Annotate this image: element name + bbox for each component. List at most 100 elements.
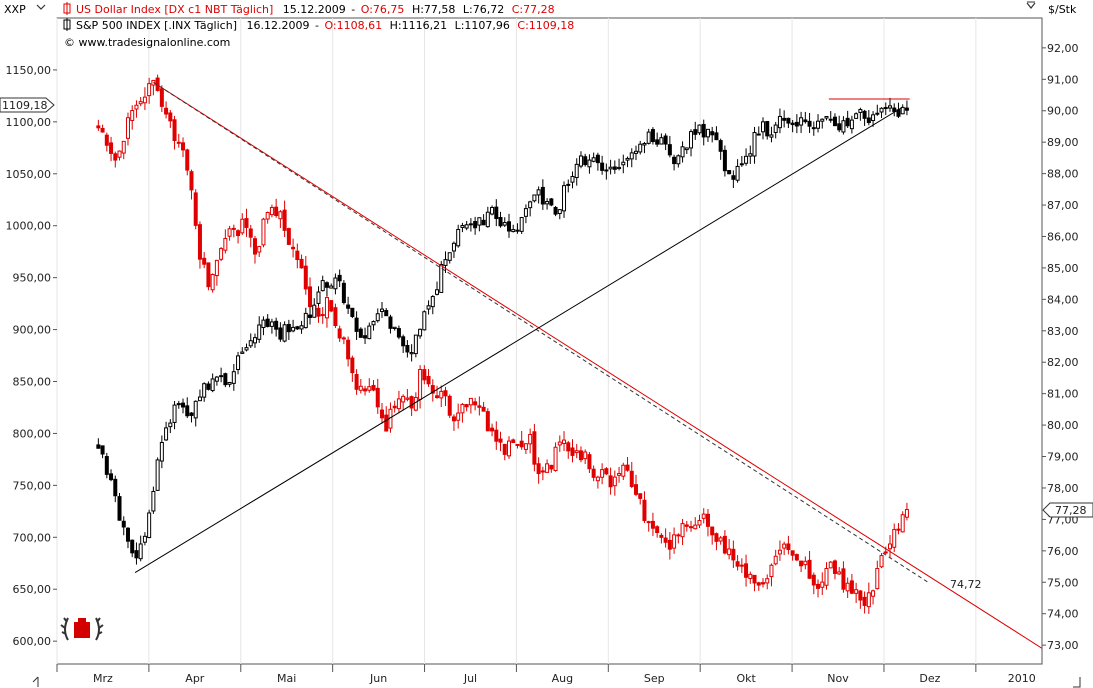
chevron-down-icon[interactable] [1026, 2, 1036, 9]
candle-body [333, 277, 338, 290]
symbol-dropdown-chevron-icon[interactable] [36, 4, 46, 10]
candle-body [303, 312, 308, 329]
candle-body [430, 296, 435, 308]
candle [142, 87, 147, 111]
candle-body [240, 218, 245, 234]
candle-body [646, 131, 651, 144]
candle [748, 145, 753, 164]
candle-body [557, 441, 562, 446]
candle [358, 327, 363, 338]
candle-body [862, 596, 867, 606]
candle [866, 110, 871, 126]
candle [134, 100, 139, 118]
candle-body [358, 385, 363, 391]
candle [460, 222, 465, 233]
candle-body [451, 242, 456, 252]
candle [206, 262, 211, 291]
symbol-label: XXP [4, 3, 26, 16]
scroll-left-arrow-icon[interactable] [32, 676, 39, 687]
candle [269, 318, 274, 334]
candle-body [405, 397, 410, 400]
candle-body [828, 118, 833, 121]
candle [731, 540, 736, 568]
candle [756, 581, 761, 591]
right-tick-label: 82,00 [1047, 356, 1079, 369]
candle-body [638, 493, 643, 499]
candle [371, 320, 376, 331]
candle-body [883, 551, 888, 554]
candle-body [714, 132, 719, 141]
legend-spx-close: C:1109,18 [517, 19, 574, 32]
usd-candle-series [96, 74, 909, 614]
candle-body [693, 524, 698, 530]
candle [189, 412, 194, 423]
candle [583, 449, 588, 465]
candle-body [553, 206, 558, 215]
candle-body [100, 128, 105, 133]
spx-last-value: 1109,18 [2, 99, 48, 112]
candle [722, 530, 727, 555]
candle-body [515, 443, 520, 446]
candle-body [511, 439, 516, 444]
right-tick-label: 81,00 [1047, 388, 1079, 401]
candle [498, 211, 503, 228]
candle-body [401, 336, 406, 347]
month-label: Mrz [93, 672, 113, 685]
candle [193, 189, 198, 230]
candle-body [464, 404, 469, 408]
candle [879, 107, 884, 118]
candle [371, 380, 376, 392]
candle [782, 110, 787, 128]
candle [519, 216, 524, 235]
candle [291, 238, 296, 258]
candle-body [185, 405, 190, 417]
candle-body [633, 150, 638, 154]
candle-body [832, 116, 837, 127]
candle [337, 269, 342, 288]
candle [185, 148, 190, 176]
candle [473, 397, 478, 411]
candle [210, 373, 215, 393]
candle-body [672, 534, 677, 549]
candle [807, 550, 812, 580]
candle [439, 385, 444, 408]
candle [236, 351, 241, 375]
candle-body [240, 351, 245, 354]
candle-body [854, 589, 859, 594]
scroll-right-arrow-icon[interactable] [1073, 677, 1081, 688]
candle-body [697, 520, 702, 526]
candle [477, 217, 482, 232]
candle-body [346, 339, 351, 360]
candle-body [528, 201, 533, 209]
candle-body [316, 291, 321, 304]
candle-body [799, 560, 804, 567]
candle [545, 459, 550, 473]
candle [185, 397, 190, 419]
candle-body [210, 378, 215, 392]
candle-body [896, 528, 901, 531]
candle [515, 443, 520, 449]
candle-body [117, 496, 122, 521]
candle-body [142, 535, 147, 543]
candle [832, 559, 837, 580]
candle-body [655, 139, 660, 145]
candle-body [498, 216, 503, 227]
candle [130, 105, 135, 130]
candle [447, 252, 452, 264]
left-tick-label: 650,00 [13, 583, 52, 596]
candle-body [193, 400, 198, 419]
candle-body [727, 548, 732, 556]
candle [418, 328, 423, 339]
candle [181, 137, 186, 157]
candle [333, 273, 338, 295]
candle-body [96, 125, 101, 129]
candle [168, 109, 173, 128]
candle [426, 368, 431, 387]
candle-body [396, 328, 401, 338]
month-axis: Mrz Apr Mai Jun Jul Aug Sep Okt Nov Dez 2010 [56, 664, 1036, 685]
candle [837, 566, 842, 575]
right-tick-label: 74,00 [1047, 608, 1079, 621]
candle [248, 333, 253, 349]
candle [231, 363, 236, 391]
candle-body [265, 212, 270, 220]
